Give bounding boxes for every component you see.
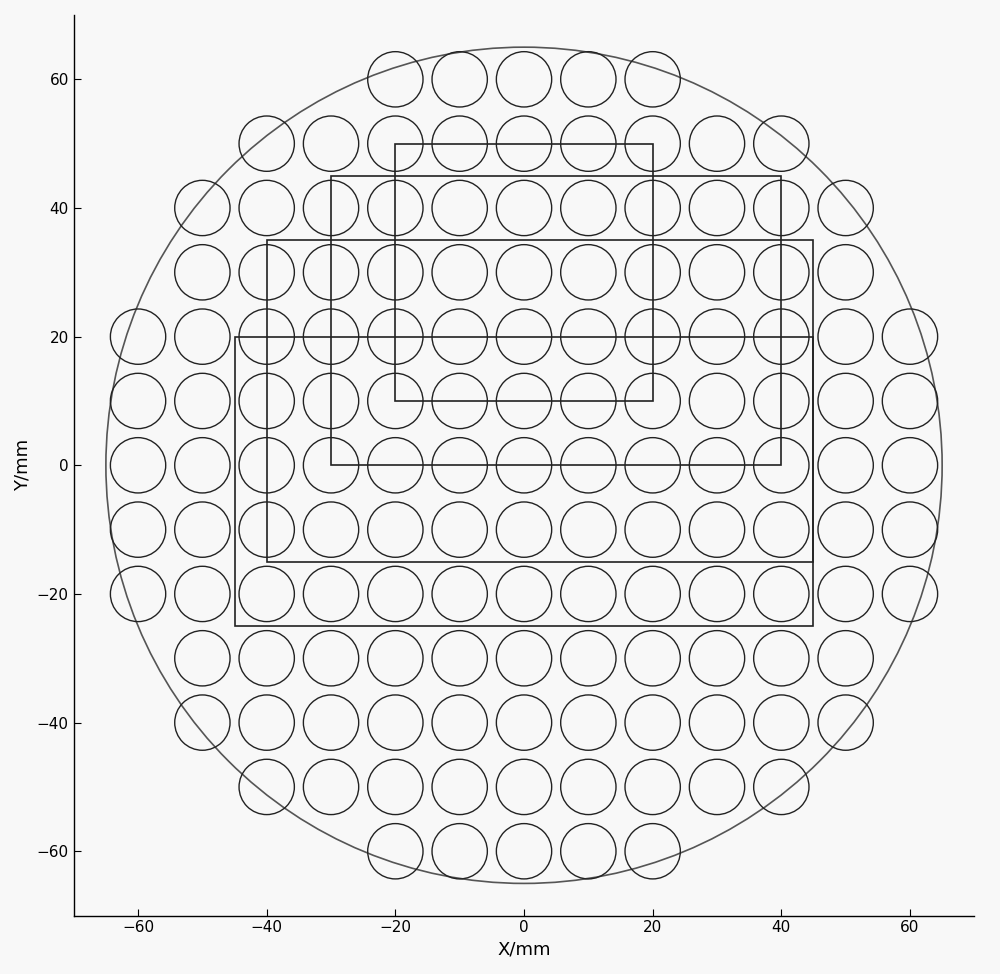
- Bar: [235, 337, 813, 626]
- Y-axis label: Y/mm: Y/mm: [13, 439, 31, 491]
- Bar: [331, 176, 781, 466]
- Bar: [395, 143, 653, 401]
- Bar: [267, 241, 813, 562]
- X-axis label: X/mm: X/mm: [497, 941, 551, 959]
